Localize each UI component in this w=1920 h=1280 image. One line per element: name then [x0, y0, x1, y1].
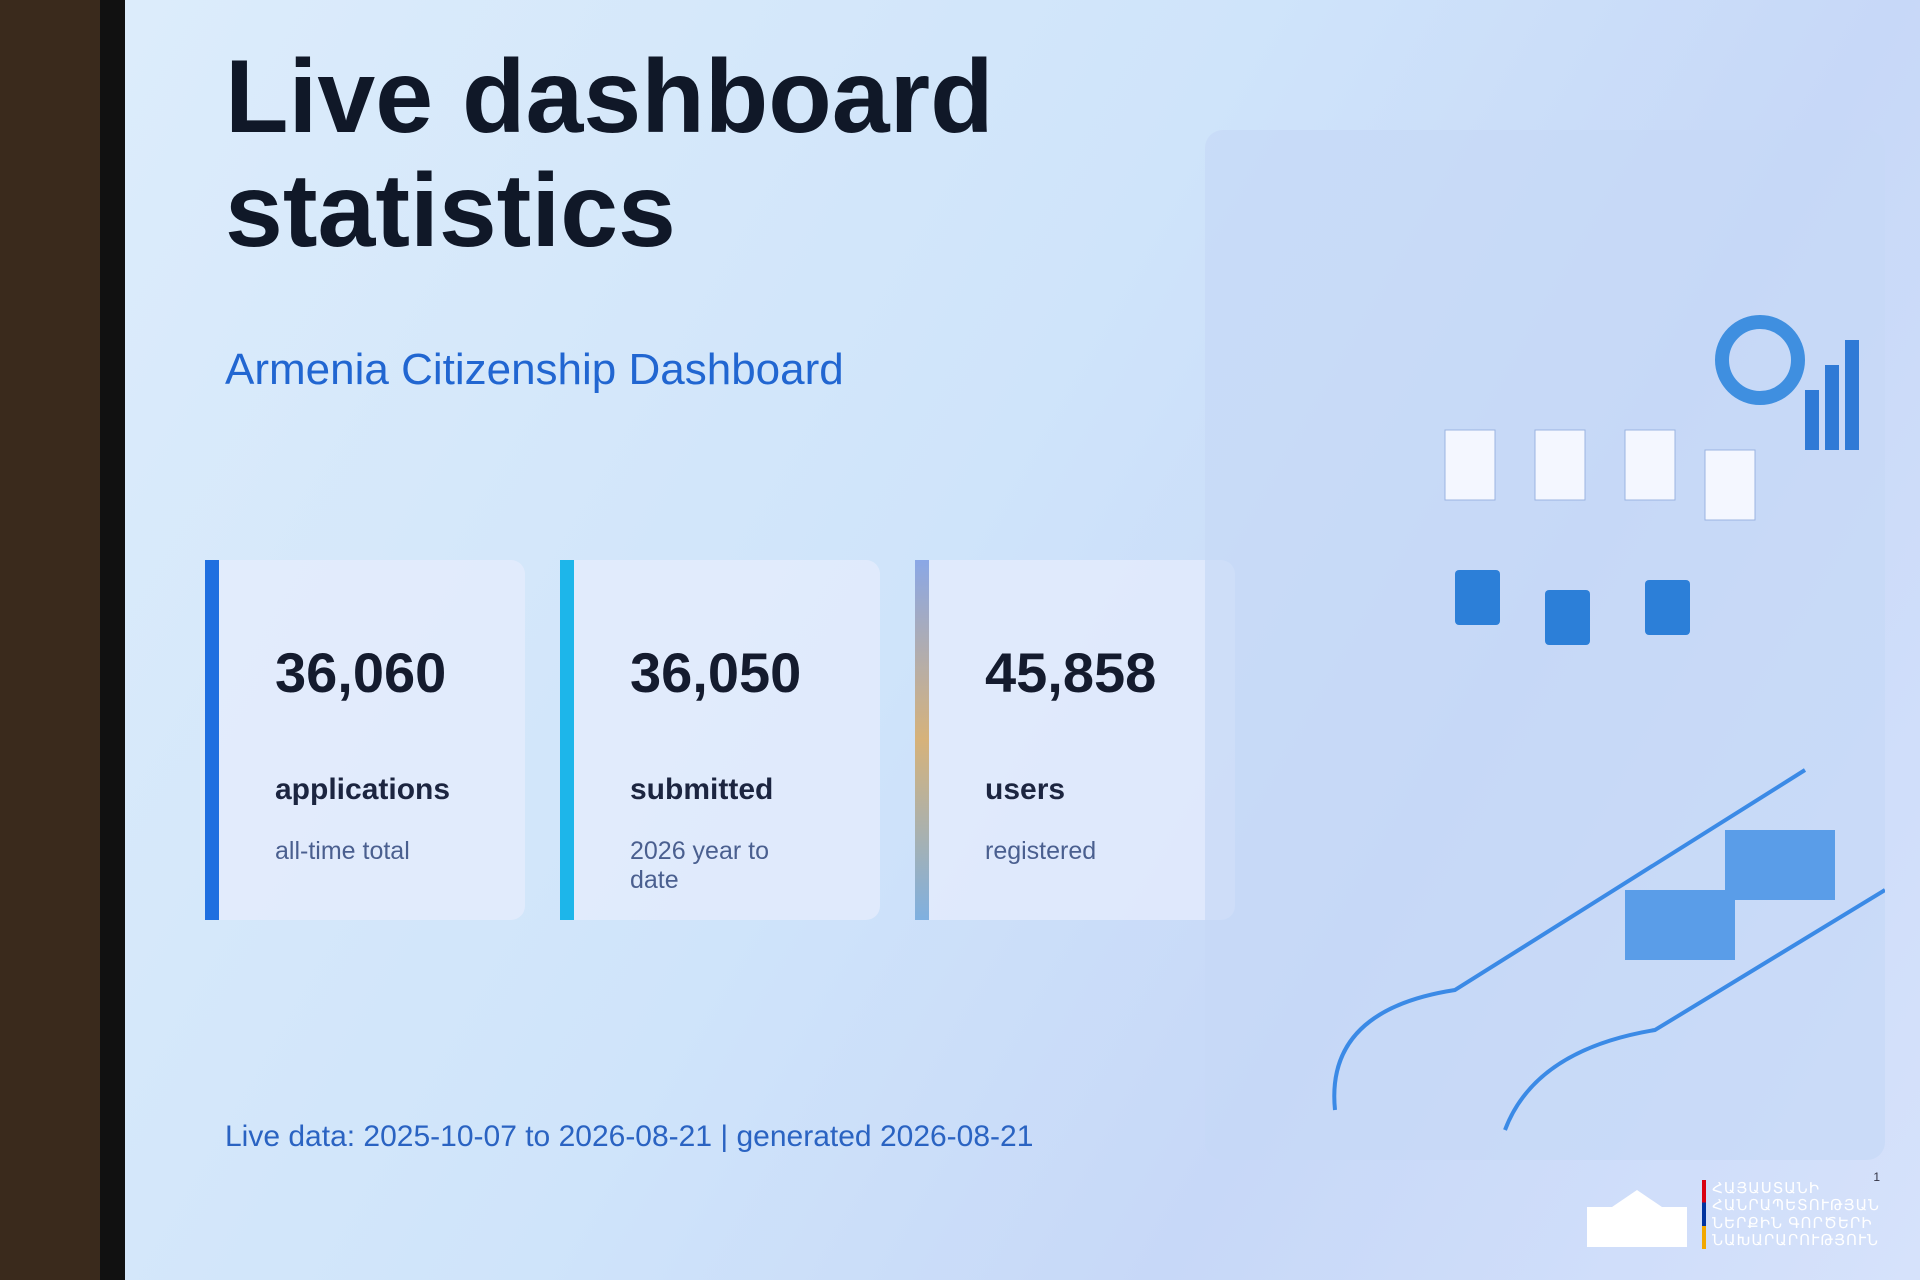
stat-label: applications — [275, 773, 451, 806]
folder-icons — [1455, 570, 1690, 645]
stat-card: 45,858 users registered — [915, 560, 1235, 920]
stat-cards: 36,060 applications all-time total 36,050 su… — [205, 560, 1235, 920]
logo-line: ՆԱԽԱՐԱՐՈՒԹՅՈՒՆ — [1712, 1231, 1879, 1249]
server-icon — [1625, 890, 1735, 960]
page-number: 1 — [1873, 1170, 1880, 1184]
donut-icon — [1715, 315, 1805, 405]
server-icon — [1725, 830, 1835, 900]
stat-label: submitted — [630, 773, 774, 806]
illustration-panel — [1205, 130, 1885, 1160]
stat-label: users — [985, 773, 1066, 806]
bar-icon — [1845, 340, 1859, 450]
stat-value: 45,858 — [985, 641, 1157, 704]
title: Live dashboard statistics — [225, 39, 994, 270]
card-accent — [560, 560, 574, 920]
stat-note: all-time total — [275, 837, 410, 865]
illustration — [1205, 130, 1885, 1160]
logo-line: ՀԱՆՐԱՊԵՏՈՒԹՅԱՆ — [1712, 1197, 1880, 1215]
logo-building — [1587, 1189, 1688, 1247]
stat-card: 36,060 applications all-time total — [205, 560, 525, 920]
bar-icon — [1805, 390, 1819, 450]
stat-value: 36,050 — [630, 641, 802, 704]
stat-card: 36,050 submitted 2026 year to date — [560, 560, 880, 920]
ministry-logo: ՀԱՅԱՍՏԱՆԻ ՀԱՆՐԱՊԵՏՈՒԹՅԱՆ ՆԵՐՔԻՆ ԳՈՐԾԵՐԻ ՆԱԽ… — [1582, 1180, 1880, 1249]
flow-line — [1332, 768, 1807, 1111]
flow-line — [1503, 888, 1885, 1131]
bar-icon — [1825, 365, 1839, 450]
subtitle: Armenia Citizenship Dashboard — [225, 345, 844, 394]
card-accent — [915, 560, 929, 920]
footer-text: Live data: 2025-10-07 to 2026-08-21 | ge… — [225, 1120, 1034, 1153]
slide: Live dashboard statistics Armenia Citize… — [125, 0, 1920, 1280]
stat-note: registered — [985, 837, 1097, 865]
stat-note: 2026 year to date — [630, 837, 769, 894]
logo-text: ՀԱՅԱՍՏԱՆԻ ՀԱՆՐԱՊԵՏՈՒԹՅԱՆ ՆԵՐՔԻՆ ԳՈՐԾԵՐԻ ՆԱԽ… — [1702, 1180, 1880, 1249]
logo-line: ՆԵՐՔԻՆ ԳՈՐԾԵՐԻ — [1712, 1214, 1873, 1232]
logo-line: ՀԱՅԱՍՏԱՆԻ — [1712, 1180, 1821, 1197]
document-icons — [1444, 429, 1756, 521]
card-accent — [205, 560, 219, 920]
stat-value: 36,060 — [275, 641, 447, 704]
